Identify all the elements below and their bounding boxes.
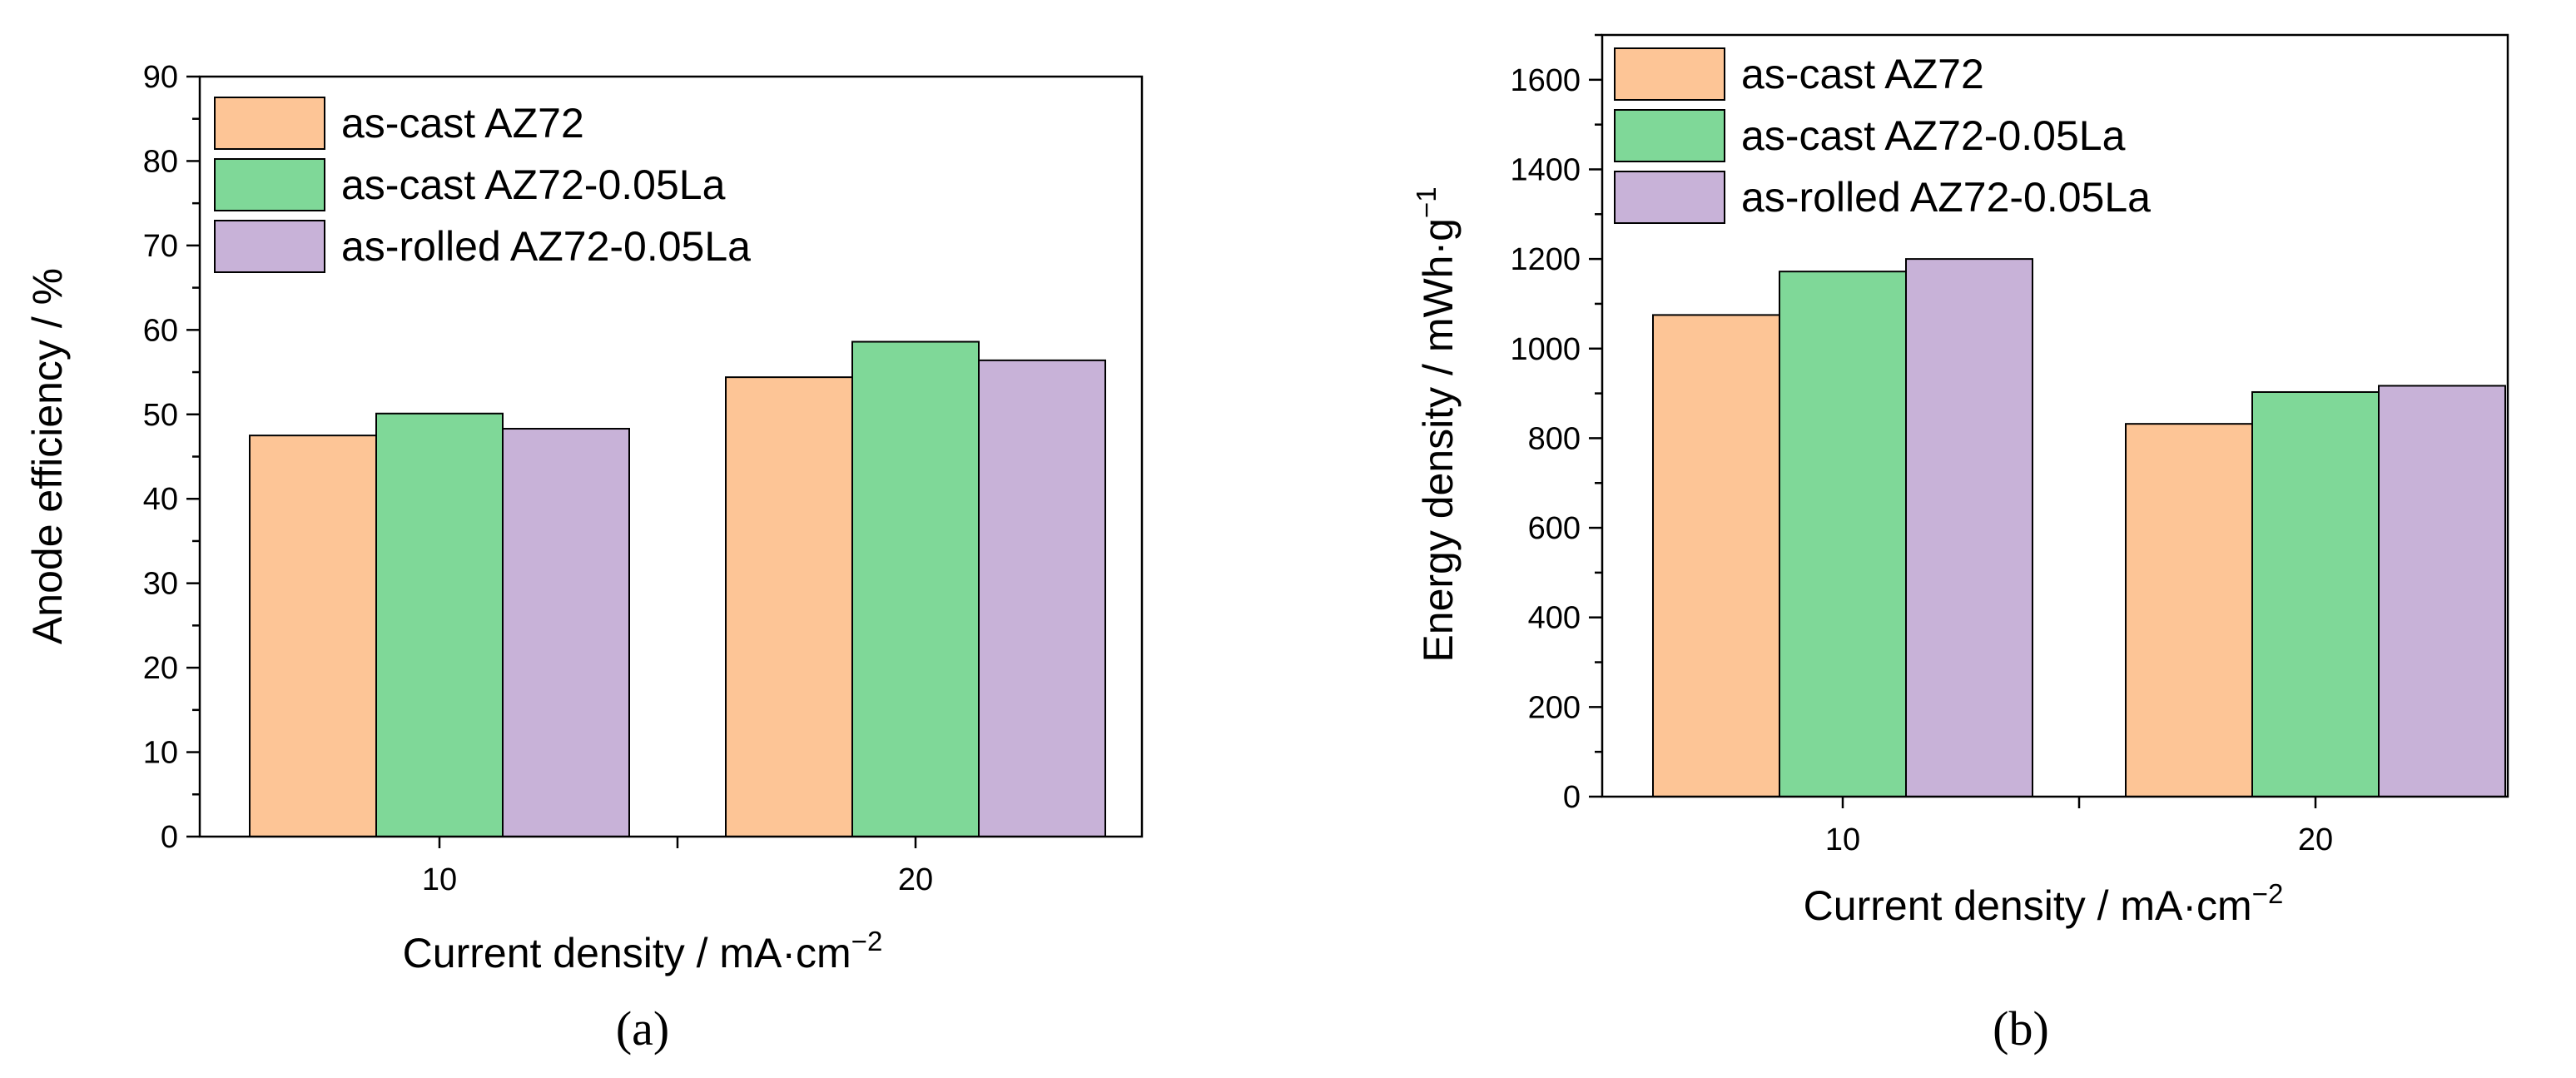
y-tick-label: 20 <box>143 651 178 686</box>
legend-label: as-cast AZ72-0.05La <box>341 161 726 208</box>
panel-b-y-axis-title-text: Energy density / mWh·g <box>1415 218 1462 663</box>
y-tick-label: 10 <box>143 736 178 771</box>
panel-b-x-axis-title-superscript: −2 <box>2252 878 2284 909</box>
bar-as-rolled-az72-0-05la-10 <box>1905 258 2033 797</box>
legend-label: as-cast AZ72 <box>1741 51 1984 97</box>
y-tick-label: 400 <box>1528 601 1581 636</box>
bar-as-cast-az72-10 <box>1652 314 1780 798</box>
legend-label: as-rolled AZ72-0.05La <box>341 223 751 270</box>
bar-as-cast-az72-20 <box>2125 423 2253 797</box>
panel-a-x-tick-labels: 10 20 <box>422 862 933 897</box>
panel-b-energy-density-chart: 0 200 400 600 800 1000 1200 1400 1600 10 20 Energ… <box>1411 33 2509 1056</box>
panel-b-plot-frame <box>1601 33 2509 798</box>
panel-b-label: (b) <box>1993 1001 2049 1056</box>
bar-as-rolled-az72-0-05la-20 <box>978 359 1106 837</box>
y-tick-label: 800 <box>1528 421 1581 456</box>
y-tick-label: 50 <box>143 398 178 433</box>
legend-label: as-cast AZ72 <box>341 100 584 147</box>
legend-swatch <box>214 97 325 150</box>
y-tick-label: 70 <box>143 229 178 264</box>
panel-b-bars <box>1652 258 2506 798</box>
y-tick-label: 0 <box>1563 780 1581 815</box>
panel-a-label: (a) <box>616 1001 669 1056</box>
panel-a-x-axis-title: Current density / mA·cm−2 <box>403 926 883 976</box>
panel-b-y-tick-labels: 0 200 400 600 800 1000 1200 1400 1600 <box>1510 63 1581 815</box>
y-tick-label: 0 <box>161 820 178 855</box>
legend-label: as-cast AZ72-0.05La <box>1741 112 2126 159</box>
panel-b-x-axis-title-text: Current density / mA·cm <box>1804 882 2252 929</box>
panel-a-legend: as-cast AZ72 as-cast AZ72-0.05La as-rolled… <box>214 97 751 273</box>
x-tick-label: 10 <box>1825 822 1860 857</box>
bar-as-cast-az72-20 <box>725 376 853 837</box>
y-tick-label: 1200 <box>1510 242 1581 277</box>
panel-b-y-axis-title-superscript: −1 <box>1411 186 1442 218</box>
y-tick-label: 40 <box>143 482 178 517</box>
y-tick-label: 60 <box>143 313 178 348</box>
legend-swatch <box>214 158 325 211</box>
bar-as-rolled-az72-0-05la-20 <box>2378 385 2506 797</box>
legend-swatch <box>1614 47 1725 101</box>
panel-a-bars <box>249 340 1106 838</box>
legend-swatch <box>214 220 325 273</box>
x-tick-label: 20 <box>898 862 933 897</box>
panel-a-tick-marks <box>186 75 917 848</box>
y-tick-label: 90 <box>143 60 178 95</box>
bar-as-cast-az72-0-05la-10 <box>375 412 504 837</box>
panel-b-x-axis-title: Current density / mA·cm−2 <box>1804 878 2284 929</box>
panel-b-legend: as-cast AZ72 as-cast AZ72-0.05La as-rolled… <box>1614 47 2151 224</box>
y-tick-label: 30 <box>143 567 178 602</box>
panel-a-x-axis-title-superscript: −2 <box>851 926 883 956</box>
y-tick-label: 1600 <box>1510 63 1581 98</box>
legend-swatch <box>1614 171 1725 224</box>
legend-swatch <box>1614 109 1725 162</box>
panel-b-y-axis-title: Energy density / mWh·g−1 <box>1411 186 1462 662</box>
panel-a-x-axis-title-text: Current density / mA·cm <box>403 930 851 976</box>
panel-a-y-axis-title-text: Anode efficiency / % <box>24 268 71 644</box>
panel-a-plot-frame <box>198 75 1144 838</box>
y-tick-label: 600 <box>1528 511 1581 546</box>
y-tick-label: 1400 <box>1510 152 1581 187</box>
x-tick-label: 10 <box>422 862 457 897</box>
bar-as-rolled-az72-0-05la-10 <box>502 428 630 837</box>
x-tick-label: 20 <box>2298 822 2333 857</box>
y-tick-label: 200 <box>1528 690 1581 725</box>
bar-as-cast-az72-0-05la-20 <box>2251 390 2380 797</box>
panel-a-y-tick-labels: 0 10 20 30 40 50 60 70 80 90 <box>143 60 178 855</box>
y-tick-label: 80 <box>143 144 178 179</box>
panel-a-y-axis-title: Anode efficiency / % <box>24 268 71 644</box>
y-tick-label: 1000 <box>1510 332 1581 367</box>
bar-as-cast-az72-0-05la-10 <box>1779 271 1907 797</box>
panel-a-anode-efficiency-chart: 0 10 20 30 40 50 60 70 80 90 10 20 Anode efficienc… <box>24 60 1144 1056</box>
panel-b-x-tick-labels: 10 20 <box>1825 822 2333 857</box>
legend-label: as-rolled AZ72-0.05La <box>1741 174 2151 221</box>
bar-as-cast-az72-10 <box>249 435 377 838</box>
panel-b-tick-marks <box>1589 33 2317 808</box>
bar-as-cast-az72-0-05la-20 <box>851 340 980 837</box>
